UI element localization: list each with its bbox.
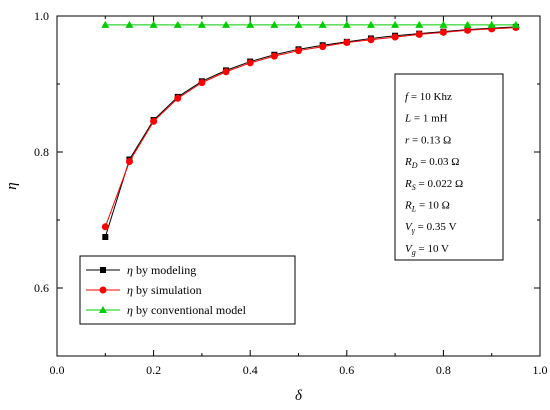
data-point <box>343 39 351 47</box>
legend: η by modeling η by simulation η by convent… <box>79 255 296 325</box>
legend-label: η by conventional model <box>127 303 247 317</box>
data-point <box>391 33 399 41</box>
data-point <box>246 20 255 28</box>
data-point <box>101 223 109 231</box>
data-point <box>366 20 375 28</box>
data-point <box>174 94 182 102</box>
data-point <box>463 20 472 28</box>
data-point <box>102 234 109 240</box>
data-point <box>295 47 302 55</box>
data-point <box>173 20 182 28</box>
data-point <box>342 20 351 28</box>
data-point <box>150 117 158 125</box>
parameter-line: f = 10 Khz <box>405 91 452 103</box>
x-axis-label: δ <box>295 388 303 404</box>
data-point <box>415 20 424 28</box>
data-point <box>101 20 110 28</box>
x-tick-label: 0.6 <box>339 363 354 377</box>
y-axis-label: η <box>4 182 20 189</box>
parameter-line: Vγ = 0.35 V <box>405 221 457 235</box>
data-point <box>464 26 472 34</box>
data-point <box>246 59 254 67</box>
data-point <box>294 20 303 28</box>
data-point <box>439 28 447 36</box>
legend-marker <box>99 306 107 313</box>
x-tick-label: 1.0 <box>533 363 548 377</box>
data-point <box>487 20 496 28</box>
legend-label: η by modeling <box>127 263 196 277</box>
series-layer <box>101 20 520 240</box>
parameter-line: RL = 10 Ω <box>404 200 450 214</box>
axes: 0.0 0.2 0.4 0.6 0.8 1.0 0.6 0.8 1.0 <box>34 9 548 377</box>
data-point <box>197 20 206 28</box>
y-tick-label: 1.0 <box>34 9 49 23</box>
data-point <box>367 36 375 44</box>
data-point <box>270 20 279 28</box>
data-point <box>318 20 327 28</box>
legend-label: η by simulation <box>127 283 202 297</box>
x-tick-label: 0.4 <box>243 363 258 377</box>
parameter-box-frame <box>394 73 504 261</box>
legend-marker <box>99 286 107 294</box>
parameter-line: r = 0.13 Ω <box>405 134 451 146</box>
data-point <box>198 79 206 87</box>
legend-entry: η by modeling <box>86 263 196 277</box>
x-tick-label: 0.0 <box>50 363 65 377</box>
data-point <box>439 20 448 28</box>
parameter-box: f = 10 Khz L = 1 mH r = 0.13 Ω RD = 0.03 Ω R… <box>394 73 504 261</box>
legend-entry: η by simulation <box>86 283 202 297</box>
data-point <box>511 20 520 28</box>
data-point <box>125 158 133 166</box>
legend-entry: η by conventional model <box>86 303 247 317</box>
y-tick-label: 0.8 <box>34 145 49 159</box>
data-point <box>270 52 278 60</box>
parameter-line: Vg = 10 V <box>405 243 449 257</box>
data-point <box>222 20 231 28</box>
parameter-line: L = 1 mH <box>404 113 448 125</box>
data-point <box>222 68 230 76</box>
legend-marker <box>100 267 106 273</box>
parameter-line: RS = 0.022 Ω <box>404 178 463 192</box>
data-point <box>391 20 400 28</box>
series-line <box>104 27 516 227</box>
parameter-line: RD = 0.03 Ω <box>404 156 459 170</box>
x-tick-label: 0.2 <box>146 363 161 377</box>
data-point <box>149 20 158 28</box>
x-tick-label: 0.8 <box>436 363 451 377</box>
data-point <box>415 30 423 38</box>
series-line <box>104 26 516 238</box>
data-point <box>125 20 134 28</box>
y-tick-label: 0.6 <box>34 281 49 295</box>
data-point <box>319 43 327 51</box>
series-2 <box>101 20 520 28</box>
